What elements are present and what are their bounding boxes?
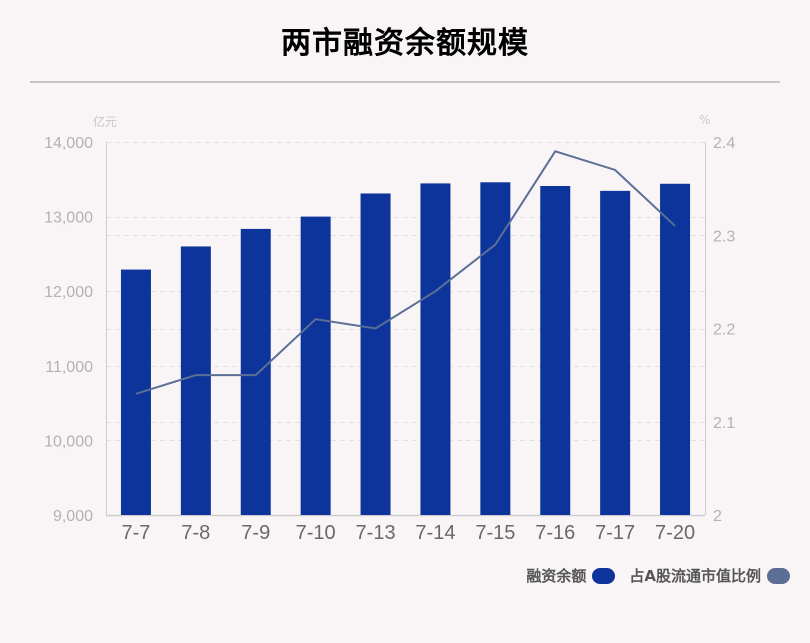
x-category-label: 7-14	[415, 522, 455, 544]
bar	[360, 193, 391, 515]
bar	[240, 228, 271, 515]
legend-label: 占A股流通市值比例	[629, 567, 761, 585]
x-category-label: 7-10	[296, 522, 336, 544]
bar	[180, 246, 211, 515]
bar	[420, 183, 451, 515]
legend-label: 融资余额	[526, 567, 587, 585]
left-tick-label: 9,000	[53, 508, 93, 525]
left-tick-label: 13,000	[44, 210, 93, 227]
chart-title: 两市融资余额规模	[281, 26, 529, 61]
combo-chart: 14,000 13,000 12,000 11,000 10,000 9,000 2.4 2.…	[44, 135, 735, 544]
x-category-label: 7-17	[595, 522, 635, 544]
x-category-label: 7-7	[121, 522, 150, 544]
right-tick-label: 2.4	[713, 135, 735, 152]
bar	[480, 182, 511, 515]
legend-swatch-line-icon	[767, 567, 790, 584]
title-divider	[30, 81, 780, 83]
left-tick-label: 11,000	[45, 359, 93, 376]
bar	[300, 216, 331, 515]
x-category-label: 7-8	[181, 522, 210, 544]
x-category-label: 7-13	[356, 522, 396, 544]
bar	[600, 190, 631, 515]
left-axis-unit: 亿元	[93, 115, 118, 129]
x-category-label: 7-20	[655, 522, 695, 544]
right-tick-label: 2.1	[713, 415, 735, 432]
right-tick-label: 2.3	[713, 228, 735, 245]
left-tick-label: 14,000	[44, 135, 93, 152]
legend-item-market-cap-ratio[interactable]: 占A股流通市值比例	[629, 565, 790, 586]
bar	[120, 269, 151, 515]
right-tick-label: 2.2	[713, 322, 735, 339]
legend-item-financing-balance[interactable]: 融资余额	[526, 565, 616, 586]
x-category-label: 7-15	[475, 522, 515, 544]
left-tick-label: 10,000	[44, 433, 93, 450]
bar	[540, 186, 571, 515]
x-category-label: 7-16	[535, 522, 575, 544]
bar	[660, 183, 691, 515]
left-tick-label: 12,000	[44, 284, 93, 301]
ratio-line	[135, 150, 676, 395]
right-axis-unit: %	[699, 113, 711, 127]
right-tick-label: 2	[713, 508, 722, 525]
legend: 融资余额 占A股流通市值比例	[526, 565, 790, 586]
legend-swatch-bar-icon	[592, 567, 616, 584]
x-category-label: 7-9	[241, 522, 270, 544]
